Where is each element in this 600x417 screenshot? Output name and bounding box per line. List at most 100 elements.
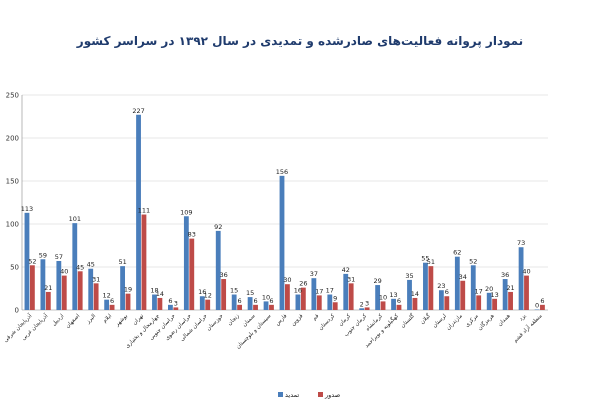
bar-sodur xyxy=(412,297,418,310)
category-label: ایلام xyxy=(102,313,113,324)
bar-tamdid xyxy=(247,297,253,310)
y-tick-label: 100 xyxy=(6,221,19,229)
data-label: 57 xyxy=(55,253,63,261)
data-label: 2 xyxy=(360,300,364,308)
bar-sodur xyxy=(109,304,115,310)
bar-tamdid xyxy=(263,301,269,310)
data-label: 13 xyxy=(490,291,498,299)
category-label: زنجان xyxy=(227,313,241,327)
data-label: 12 xyxy=(103,292,111,300)
data-label: 36 xyxy=(220,271,228,279)
category-label: فارس xyxy=(274,313,288,327)
category-label: گیلان xyxy=(419,312,432,325)
bar-sodur xyxy=(396,304,402,310)
data-label: 52 xyxy=(28,257,36,265)
category-label: کرمان xyxy=(337,312,352,327)
category-label: قزوین xyxy=(290,313,304,327)
category-label: منطقه آزاد قشم xyxy=(512,312,544,344)
data-label: 9 xyxy=(333,294,337,302)
data-label: 31 xyxy=(347,275,355,283)
bar-tamdid xyxy=(438,290,444,310)
data-label: 12 xyxy=(204,292,212,300)
data-label: 227 xyxy=(132,107,144,115)
bar-tamdid xyxy=(279,175,285,310)
bar-tamdid xyxy=(231,294,237,310)
bar-sodur xyxy=(348,283,354,310)
bar-sodur xyxy=(45,291,51,310)
bar-sodur xyxy=(77,271,83,310)
data-label: 34 xyxy=(459,273,467,281)
bar-sodur xyxy=(380,301,386,310)
data-label: 6 xyxy=(397,297,401,305)
data-label: 0 xyxy=(535,302,539,310)
bar-sodur xyxy=(221,279,227,310)
bar-sodur xyxy=(540,304,545,310)
data-label: 40 xyxy=(522,268,530,276)
bar-tamdid xyxy=(120,266,126,310)
data-label: 21 xyxy=(506,284,514,292)
y-tick-label: 200 xyxy=(6,135,19,143)
data-label: 52 xyxy=(469,257,477,265)
category-label: خوزستان xyxy=(206,313,225,332)
category-label: اصفهان xyxy=(65,313,82,330)
bar-sodur xyxy=(93,283,99,310)
y-tick-label: 150 xyxy=(6,178,19,186)
data-label: 3 xyxy=(174,299,178,307)
data-label: 10 xyxy=(379,293,387,301)
data-label: 3 xyxy=(365,299,369,307)
bar-tamdid xyxy=(502,279,508,310)
bar-tamdid xyxy=(375,285,381,310)
data-label: 156 xyxy=(276,168,288,176)
data-label: 6 xyxy=(168,297,172,305)
data-label: 59 xyxy=(39,251,47,259)
data-label: 36 xyxy=(501,271,509,279)
data-label: 42 xyxy=(342,266,350,274)
legend-swatch-tamdid xyxy=(278,392,283,397)
bar-tamdid xyxy=(72,223,78,310)
data-label: 23 xyxy=(437,282,445,290)
data-label: 101 xyxy=(69,215,81,223)
data-label: 18 xyxy=(150,287,158,295)
bar-sodur xyxy=(253,304,258,310)
y-tick-label: 250 xyxy=(6,92,19,100)
data-label: 30 xyxy=(283,276,291,284)
data-label: 92 xyxy=(214,223,222,231)
data-label: 45 xyxy=(87,261,95,269)
data-label: 13 xyxy=(389,291,397,299)
data-label: 16 xyxy=(294,287,302,295)
data-label: 73 xyxy=(517,239,525,247)
category-label: قم xyxy=(312,313,321,322)
bar-tamdid xyxy=(359,308,365,310)
bar-sodur xyxy=(237,304,243,310)
bar-tamdid xyxy=(56,260,62,310)
bar-tamdid xyxy=(183,216,189,310)
bar-tamdid xyxy=(199,296,205,310)
data-label: 55 xyxy=(421,255,429,263)
data-label: 15 xyxy=(246,289,254,297)
bar-sodur xyxy=(316,295,322,310)
data-label: 6 xyxy=(269,297,273,305)
bar-sodur xyxy=(444,296,450,310)
bar-sodur xyxy=(29,265,35,310)
legend-label-tamdid: تمدید xyxy=(285,391,299,399)
bar-tamdid xyxy=(454,256,460,310)
category-label: هرمزگان xyxy=(476,312,495,331)
data-label: 40 xyxy=(60,268,68,276)
bar-sodur xyxy=(189,238,195,310)
bar-tamdid xyxy=(104,299,110,310)
bar-tamdid xyxy=(518,247,524,310)
data-label: 6 xyxy=(445,288,449,296)
data-label: 29 xyxy=(373,277,381,285)
bar-sodur xyxy=(524,275,529,310)
category-label: اردبیل xyxy=(51,313,65,327)
legend-swatch-sodur xyxy=(318,392,323,397)
bar-tamdid xyxy=(24,212,30,310)
data-label: 31 xyxy=(92,275,100,283)
data-label: 6 xyxy=(238,297,242,305)
bar-tamdid xyxy=(168,304,173,310)
bar-sodur xyxy=(157,297,163,310)
data-label: 14 xyxy=(411,290,419,298)
bar-tamdid xyxy=(327,294,333,310)
bar-sodur xyxy=(364,307,370,310)
data-label: 109 xyxy=(180,208,192,216)
